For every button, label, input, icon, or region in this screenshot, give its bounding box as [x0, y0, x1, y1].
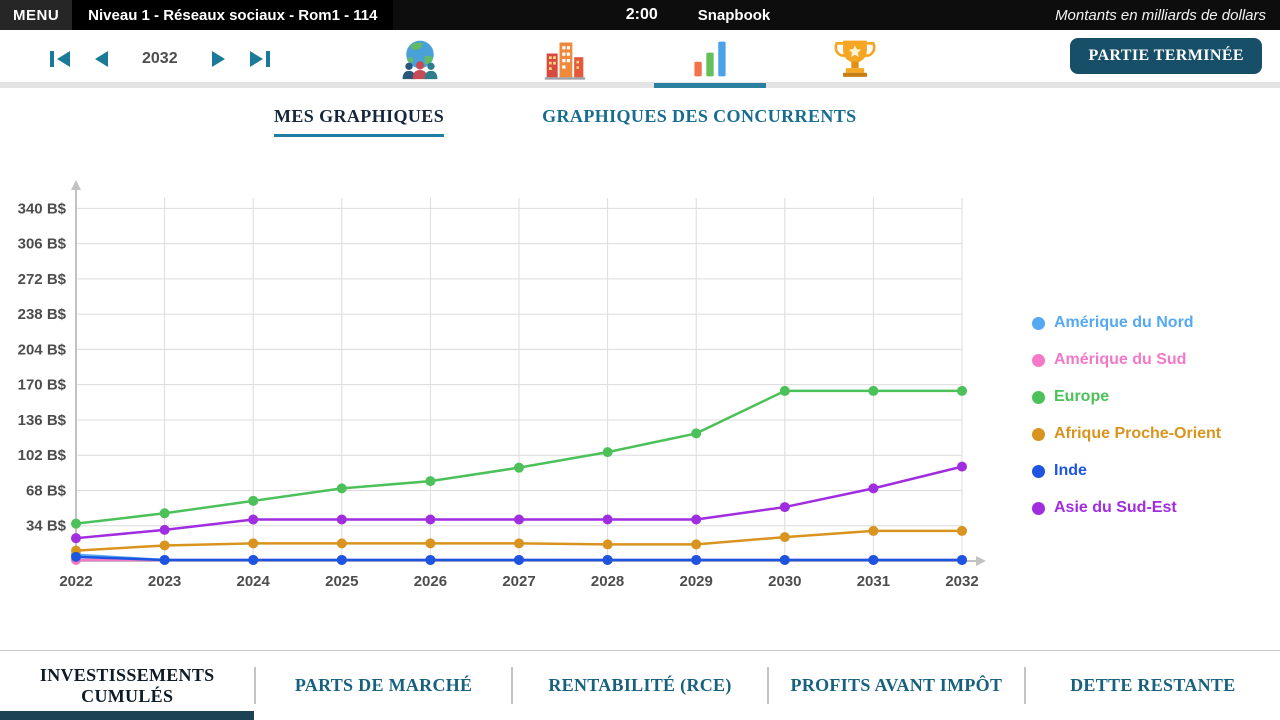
bottom-tab-label: RENTABILITÉ (RCE): [548, 675, 732, 696]
legend-label: Afrique Proche-Orient: [1054, 425, 1222, 442]
previous-icon: [95, 51, 108, 67]
chart-svg: 34 B$ 68 B$ 102 B$ 136 B$ 170 B$ 204 B$ 238 B$…: [18, 180, 986, 590]
svg-text:238 B$: 238 B$: [18, 306, 67, 323]
legend-label: Europe: [1054, 388, 1110, 405]
bottom-tab-bar: INVESTISSEMENTS CUMULÉS PARTS DE MARCHÉ RE…: [0, 650, 1280, 720]
bottom-tab-label: DETTE RESTANTE: [1070, 675, 1236, 696]
svg-text:68 B$: 68 B$: [26, 482, 67, 499]
svg-text:204 B$: 204 B$: [18, 341, 67, 358]
bottom-tab-4[interactable]: PROFITS AVANT IMPÔT: [769, 651, 1023, 720]
company-name: Snapbook: [697, 6, 771, 24]
level-title: Niveau 1 - Réseaux sociaux - Rom1 - 114: [72, 0, 394, 30]
svg-text:2027: 2027: [502, 573, 535, 590]
legend-item: Inde: [1032, 462, 1221, 480]
skip-to-start-icon: [50, 51, 70, 67]
tab-competitor-charts[interactable]: GRAPHIQUES DES CONCURRENTS: [542, 106, 857, 126]
svg-text:102 B$: 102 B$: [18, 447, 67, 464]
city-buildings-icon: [544, 42, 586, 80]
legend-label: Amérique du Sud: [1054, 351, 1187, 368]
legend-dot: [1032, 316, 1045, 330]
bottom-tab-2[interactable]: PARTS DE MARCHÉ: [256, 651, 510, 720]
toolbar: 2032: [0, 30, 1280, 88]
units-note: Montants en milliards de dollars: [1055, 6, 1266, 24]
svg-text:2029: 2029: [680, 573, 713, 590]
legend-item: Europe: [1032, 388, 1221, 406]
svg-text:306 B$: 306 B$: [18, 236, 67, 253]
city-tab[interactable]: [541, 30, 589, 88]
legend-item: Amérique du Sud: [1032, 351, 1221, 369]
legend-label: Inde: [1054, 462, 1087, 479]
top-bar: MENU Niveau 1 - Réseaux sociaux - Rom1 -…: [0, 0, 1280, 30]
timer: 2:00: [625, 6, 658, 23]
svg-text:136 B$: 136 B$: [18, 412, 67, 429]
bottom-tab-label: PARTS DE MARCHÉ: [294, 675, 473, 696]
current-year: 2032: [142, 50, 178, 67]
skip-to-end-icon: [249, 51, 270, 67]
svg-text:2026: 2026: [414, 573, 447, 590]
world-markets-tab[interactable]: [396, 30, 444, 88]
bottom-tab-label: PROFITS AVANT IMPÔT: [790, 675, 1003, 696]
trophy-icon: [834, 40, 876, 77]
legend-item: Amérique du Nord: [1032, 314, 1221, 332]
svg-text:272 B$: 272 B$: [18, 271, 67, 288]
end-game-button[interactable]: PARTIE TERMINÉE: [1070, 38, 1262, 74]
svg-text:2030: 2030: [768, 573, 801, 590]
rankings-tab[interactable]: [831, 30, 879, 88]
first-year-button[interactable]: [46, 47, 74, 71]
legend-label: Amérique du Nord: [1054, 314, 1194, 331]
tab-my-charts[interactable]: MES GRAPHIQUES: [274, 106, 445, 137]
last-year-button[interactable]: [246, 47, 274, 71]
next-icon: [211, 51, 225, 67]
charts-tab[interactable]: [686, 30, 734, 88]
previous-year-button[interactable]: [90, 47, 112, 71]
legend-dot: [1032, 390, 1045, 404]
legend-label: Asie du Sud-Est: [1054, 499, 1177, 516]
year-navigation: 2032: [46, 30, 274, 88]
svg-text:2032: 2032: [945, 573, 978, 590]
globe-people-icon: [402, 40, 438, 80]
svg-text:2022: 2022: [59, 573, 92, 590]
chart-legend: Amérique du Nord Amérique du Sud Europe Afr…: [1032, 314, 1221, 517]
bottom-tab-3[interactable]: RENTABILITÉ (RCE): [513, 651, 767, 720]
svg-text:170 B$: 170 B$: [18, 377, 67, 394]
bottom-tab-5[interactable]: DETTE RESTANTE: [1026, 651, 1280, 720]
tab-divider: [510, 667, 513, 704]
svg-text:2031: 2031: [857, 573, 890, 590]
chart-tabs: MES GRAPHIQUES GRAPHIQUES DES CONCURRENT…: [0, 106, 1280, 137]
tab-divider: [254, 667, 257, 704]
menu-button[interactable]: MENU: [0, 0, 73, 30]
svg-text:340 B$: 340 B$: [18, 200, 67, 217]
legend-dot: [1032, 501, 1045, 515]
top-center-group: 2:00 Snapbook: [626, 0, 771, 30]
next-year-button[interactable]: [208, 47, 230, 71]
svg-text:2028: 2028: [591, 573, 624, 590]
svg-text:2023: 2023: [148, 573, 181, 590]
tab-divider: [767, 667, 770, 704]
svg-text:2025: 2025: [325, 573, 358, 590]
legend-item: Asie du Sud-Est: [1032, 499, 1221, 517]
bar-chart-icon: [694, 41, 726, 77]
svg-text:34 B$: 34 B$: [26, 518, 67, 535]
bottom-tab-1[interactable]: INVESTISSEMENTS CUMULÉS: [0, 651, 255, 720]
chart-area: 34 B$ 68 B$ 102 B$ 136 B$ 170 B$ 204 B$ 238 B$…: [14, 168, 1014, 603]
bottom-tab-label: INVESTISSEMENTS CUMULÉS: [39, 664, 215, 706]
svg-text:2024: 2024: [237, 573, 271, 590]
legend-dot: [1032, 353, 1045, 367]
section-icons: [396, 30, 879, 88]
legend-dot: [1032, 427, 1045, 441]
legend-item: Afrique Proche-Orient: [1032, 425, 1221, 443]
legend-dot: [1032, 464, 1045, 478]
tab-divider: [1023, 667, 1026, 704]
